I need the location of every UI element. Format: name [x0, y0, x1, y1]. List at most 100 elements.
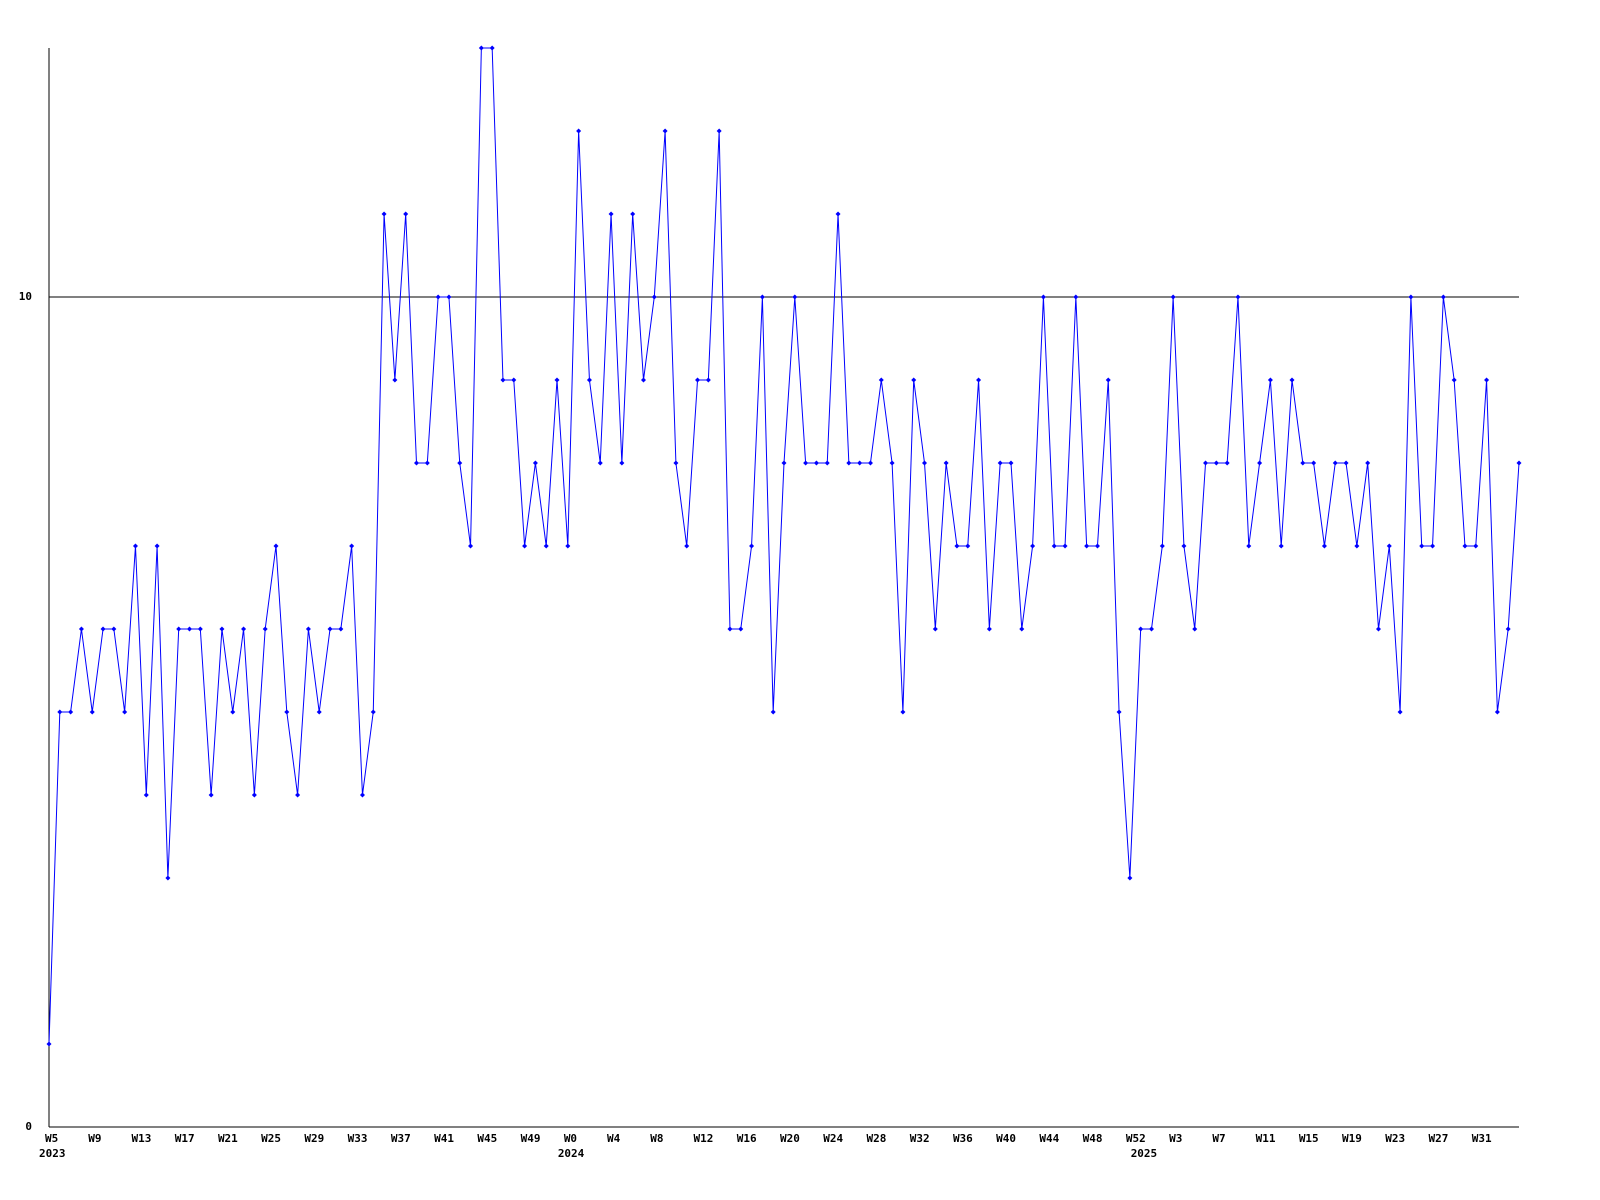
- data-point: [122, 709, 128, 715]
- data-point: [857, 460, 863, 466]
- data-point: [1105, 377, 1111, 383]
- data-point: [1181, 543, 1187, 549]
- data-point: [954, 543, 960, 549]
- data-point: [1332, 460, 1338, 466]
- x-tick-label: W29: [304, 1132, 324, 1145]
- x-tick-label: W25: [261, 1132, 281, 1145]
- data-point: [770, 709, 776, 715]
- x-tick-label: W4: [607, 1132, 621, 1145]
- x-tick-label: W16: [737, 1132, 757, 1145]
- data-point: [154, 543, 160, 549]
- data-point: [511, 377, 517, 383]
- data-point: [727, 626, 733, 632]
- data-point: [1300, 460, 1306, 466]
- data-point: [316, 709, 322, 715]
- data-point: [1451, 377, 1457, 383]
- data-point: [619, 460, 625, 466]
- data-point: [640, 377, 646, 383]
- data-point: [1289, 377, 1295, 383]
- x-tick-label: W11: [1256, 1132, 1276, 1145]
- data-point: [78, 626, 84, 632]
- data-point: [900, 709, 906, 715]
- data-point: [219, 626, 225, 632]
- data-point: [1343, 460, 1349, 466]
- x-tick-label: W52: [1126, 1132, 1146, 1145]
- data-point: [1170, 294, 1176, 300]
- data-point: [489, 45, 495, 51]
- data-point: [738, 626, 744, 632]
- x-tick-label: W49: [521, 1132, 541, 1145]
- data-point: [1030, 543, 1036, 549]
- data-point: [435, 294, 441, 300]
- data-point: [424, 460, 430, 466]
- data-point: [608, 211, 614, 217]
- x-tick-label: W0: [564, 1132, 577, 1145]
- data-point: [1386, 543, 1392, 549]
- x-year-label: 2024: [558, 1147, 585, 1160]
- data-point: [359, 792, 365, 798]
- x-tick-label: W37: [391, 1132, 411, 1145]
- x-tick-label: W31: [1472, 1132, 1492, 1145]
- data-point: [132, 543, 138, 549]
- data-point: [1149, 626, 1154, 632]
- data-point: [532, 460, 538, 466]
- data-point: [878, 377, 884, 383]
- data-point: [1073, 294, 1079, 300]
- data-point: [986, 626, 992, 632]
- data-point: [230, 709, 236, 715]
- data-point: [392, 377, 398, 383]
- x-year-label: 2023: [39, 1147, 66, 1160]
- x-tick-label: W19: [1342, 1132, 1362, 1145]
- data-point: [349, 543, 355, 549]
- data-point: [403, 211, 409, 217]
- data-point: [1008, 460, 1014, 466]
- data-point: [57, 709, 63, 715]
- x-tick-label: W17: [175, 1132, 195, 1145]
- data-point: [468, 543, 474, 549]
- x-tick-label: W20: [780, 1132, 800, 1145]
- x-tick-label: W32: [910, 1132, 930, 1145]
- data-point: [759, 294, 765, 300]
- data-point: [500, 377, 506, 383]
- data-point: [1278, 543, 1284, 549]
- y-tick-label: 10: [19, 290, 32, 303]
- data-point: [781, 460, 787, 466]
- data-point: [716, 128, 722, 134]
- data-point: [327, 626, 333, 632]
- data-point: [824, 460, 830, 466]
- data-point: [1159, 543, 1165, 549]
- data-point: [813, 460, 819, 466]
- x-tick-label: W36: [953, 1132, 973, 1145]
- data-point: [522, 543, 528, 549]
- data-point: [1408, 294, 1414, 300]
- data-point: [695, 377, 701, 383]
- data-point: [554, 377, 560, 383]
- data-point: [295, 792, 301, 798]
- x-tick-label: W27: [1429, 1132, 1449, 1145]
- data-point: [867, 460, 873, 466]
- data-point: [565, 543, 571, 549]
- data-point: [457, 460, 463, 466]
- data-point: [705, 377, 711, 383]
- data-point: [835, 211, 841, 217]
- data-point: [478, 45, 484, 51]
- data-point: [673, 460, 679, 466]
- data-point: [1494, 709, 1500, 715]
- data-point: [1430, 543, 1436, 549]
- data-point: [630, 211, 636, 217]
- x-tick-label: W9: [88, 1132, 101, 1145]
- data-point: [889, 460, 895, 466]
- data-point: [911, 377, 917, 383]
- x-tick-label: W41: [434, 1132, 454, 1145]
- data-point: [1484, 377, 1490, 383]
- data-point: [1213, 460, 1219, 466]
- data-point: [1440, 294, 1446, 300]
- data-point: [922, 460, 928, 466]
- y-tick-label: 0: [25, 1120, 32, 1133]
- data-point: [1192, 626, 1198, 632]
- data-point: [803, 460, 809, 466]
- data-point: [284, 709, 290, 715]
- x-tick-label: W5: [45, 1132, 58, 1145]
- data-point: [370, 709, 376, 715]
